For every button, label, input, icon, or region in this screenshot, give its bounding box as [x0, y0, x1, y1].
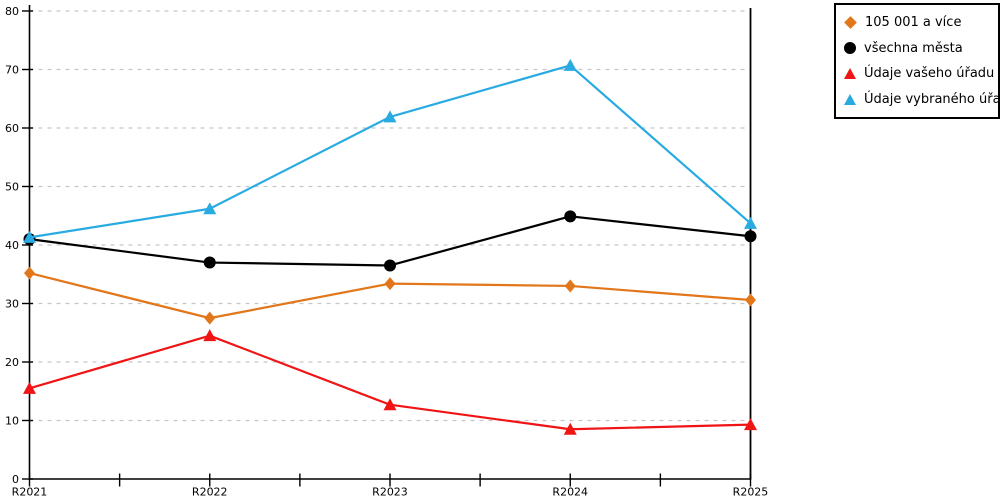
- triangle-marker-icon: [844, 68, 856, 80]
- triangle-marker-icon: [203, 329, 217, 342]
- triangle-marker-icon: [563, 422, 577, 435]
- x-ticks: R2021 R2022 R2023 R2024 R2025: [12, 473, 769, 499]
- y-ticks: 0 10 20 30 40 50 60 70 80: [5, 5, 33, 486]
- x-tick-label: R2024: [552, 486, 588, 499]
- circle-marker-icon: [564, 210, 577, 223]
- x-tick-label: R2022: [192, 486, 228, 499]
- series-line: [28, 334, 752, 431]
- series-line: [28, 215, 752, 267]
- y-tick-label: 0: [12, 473, 19, 486]
- legend-item: Údaje vašeho úřadu: [844, 66, 995, 82]
- y-tick-label: 80: [5, 5, 19, 18]
- y-gridlines: [29, 10, 751, 422]
- circle-marker-icon: [384, 259, 396, 272]
- diamond-marker-icon: [204, 311, 216, 325]
- legend-label: všechna města: [864, 40, 963, 56]
- y-tick-label: 40: [5, 239, 19, 252]
- y-tick-label: 30: [5, 297, 19, 310]
- legend-label: 105 001 a více: [865, 15, 962, 31]
- triangle-marker-icon: [23, 381, 36, 394]
- series-2: [23, 329, 757, 435]
- legend-item: Údaje vybraného úřadu: [844, 92, 1000, 107]
- diamond-marker-icon: [844, 16, 857, 30]
- legend-label: Údaje vybraného úřadu: [864, 91, 1000, 107]
- y-tick-label: 60: [5, 122, 19, 135]
- triangle-marker-icon: [203, 202, 217, 215]
- y-tick-label: 50: [5, 180, 19, 193]
- circle-marker-icon: [844, 42, 856, 55]
- legend-item: všechna města: [844, 41, 992, 56]
- triangle-marker-icon: [744, 418, 757, 431]
- series-0: [24, 266, 756, 325]
- series-3: [23, 58, 757, 243]
- triangle-marker-icon: [844, 93, 856, 105]
- y-tick-label: 70: [5, 63, 19, 76]
- chart-legend: 105 001 a více všechna města Údaje vašeho …: [834, 3, 1000, 119]
- diamond-marker-icon: [564, 279, 576, 293]
- diamond-marker-icon: [24, 266, 35, 280]
- circle-marker-icon: [203, 256, 216, 269]
- series-1: [23, 210, 757, 272]
- x-tick-label: R2023: [372, 486, 408, 499]
- triangle-marker-icon: [383, 110, 397, 123]
- diamond-marker-icon: [745, 293, 756, 307]
- y-tick-label: 10: [5, 414, 19, 427]
- circle-marker-icon: [744, 230, 757, 243]
- triangle-marker-icon: [563, 58, 577, 71]
- triangle-marker-icon: [744, 216, 757, 229]
- triangle-marker-icon: [23, 230, 36, 243]
- series-line: [28, 64, 752, 239]
- x-tick-label: R2025: [733, 486, 769, 499]
- x-tick-label: R2021: [12, 486, 48, 499]
- diamond-marker-icon: [384, 277, 396, 291]
- legend-item: 105 001 a více: [844, 15, 992, 30]
- triangle-marker-icon: [383, 398, 397, 411]
- y-tick-label: 20: [5, 356, 19, 369]
- legend-label: Údaje vašeho úřadu: [864, 66, 995, 82]
